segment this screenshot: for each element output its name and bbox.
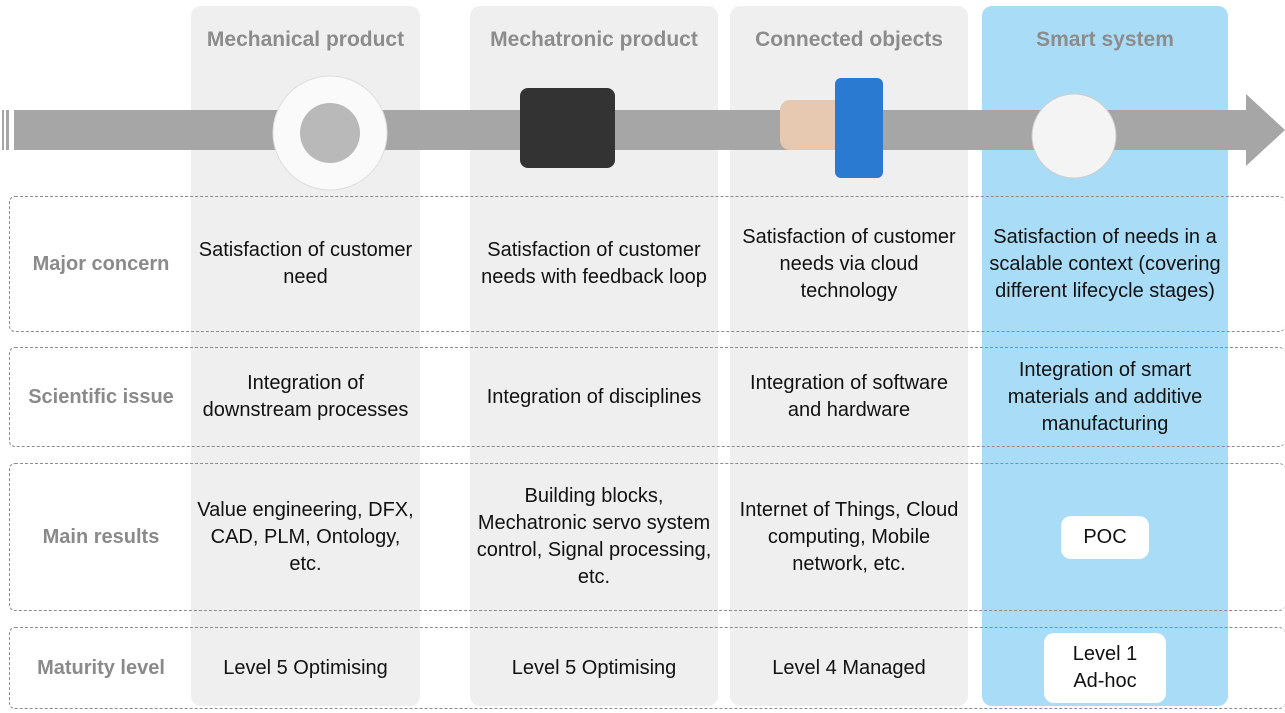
value-pill: POC xyxy=(1061,515,1149,559)
arrow-stripe xyxy=(6,110,9,150)
cell: Level 5 Optimising xyxy=(223,656,388,679)
cell: Integration of downstream processes xyxy=(202,372,409,421)
row-label: Major concern xyxy=(32,252,170,275)
cell: Level 4 Managed xyxy=(772,656,926,679)
column-header: Smart system xyxy=(1036,28,1174,51)
cell: POC xyxy=(986,463,1224,611)
product-image xyxy=(300,103,360,163)
row-label: Maturity level xyxy=(37,656,165,679)
column-header: Connected objects xyxy=(755,28,943,51)
cell: Satisfaction of customer needs with feed… xyxy=(481,239,707,288)
row-label: Scientific issue xyxy=(28,385,174,408)
cell: Value engineering, DFX, CAD, PLM, Ontolo… xyxy=(197,498,414,575)
cell: Satisfaction of customer needs via cloud… xyxy=(742,225,956,302)
cell: Integration of disciplines xyxy=(486,385,702,408)
cell: Satisfaction of customer need xyxy=(198,239,413,288)
cell: Integration of smart materials and addit… xyxy=(1007,358,1203,435)
cell: Level 5 Optimising xyxy=(511,656,677,679)
arrow-head xyxy=(1246,94,1285,166)
row-label: Main results xyxy=(42,525,160,548)
row-frame xyxy=(9,627,1285,709)
product-image xyxy=(1031,93,1117,179)
product-image xyxy=(835,78,883,178)
product-image xyxy=(520,88,615,168)
cell: Level 1 Ad-hoc xyxy=(986,627,1224,709)
row-frame xyxy=(9,196,1285,332)
value-pill: Level 1 Ad-hoc xyxy=(1044,633,1166,703)
column-header: Mechanical product xyxy=(206,28,405,51)
cell: Internet of Things, Cloud computing, Mob… xyxy=(739,498,959,575)
cell: Integration of software and hardware xyxy=(750,372,948,421)
cell: Building blocks, Mechatronic servo syste… xyxy=(476,485,712,588)
row-frame xyxy=(9,463,1285,611)
row-frame xyxy=(9,347,1285,447)
cell: Satisfaction of needs in a scalable cont… xyxy=(989,225,1221,302)
column-header: Mechatronic product xyxy=(490,28,698,51)
arrow-stripe xyxy=(2,110,4,150)
